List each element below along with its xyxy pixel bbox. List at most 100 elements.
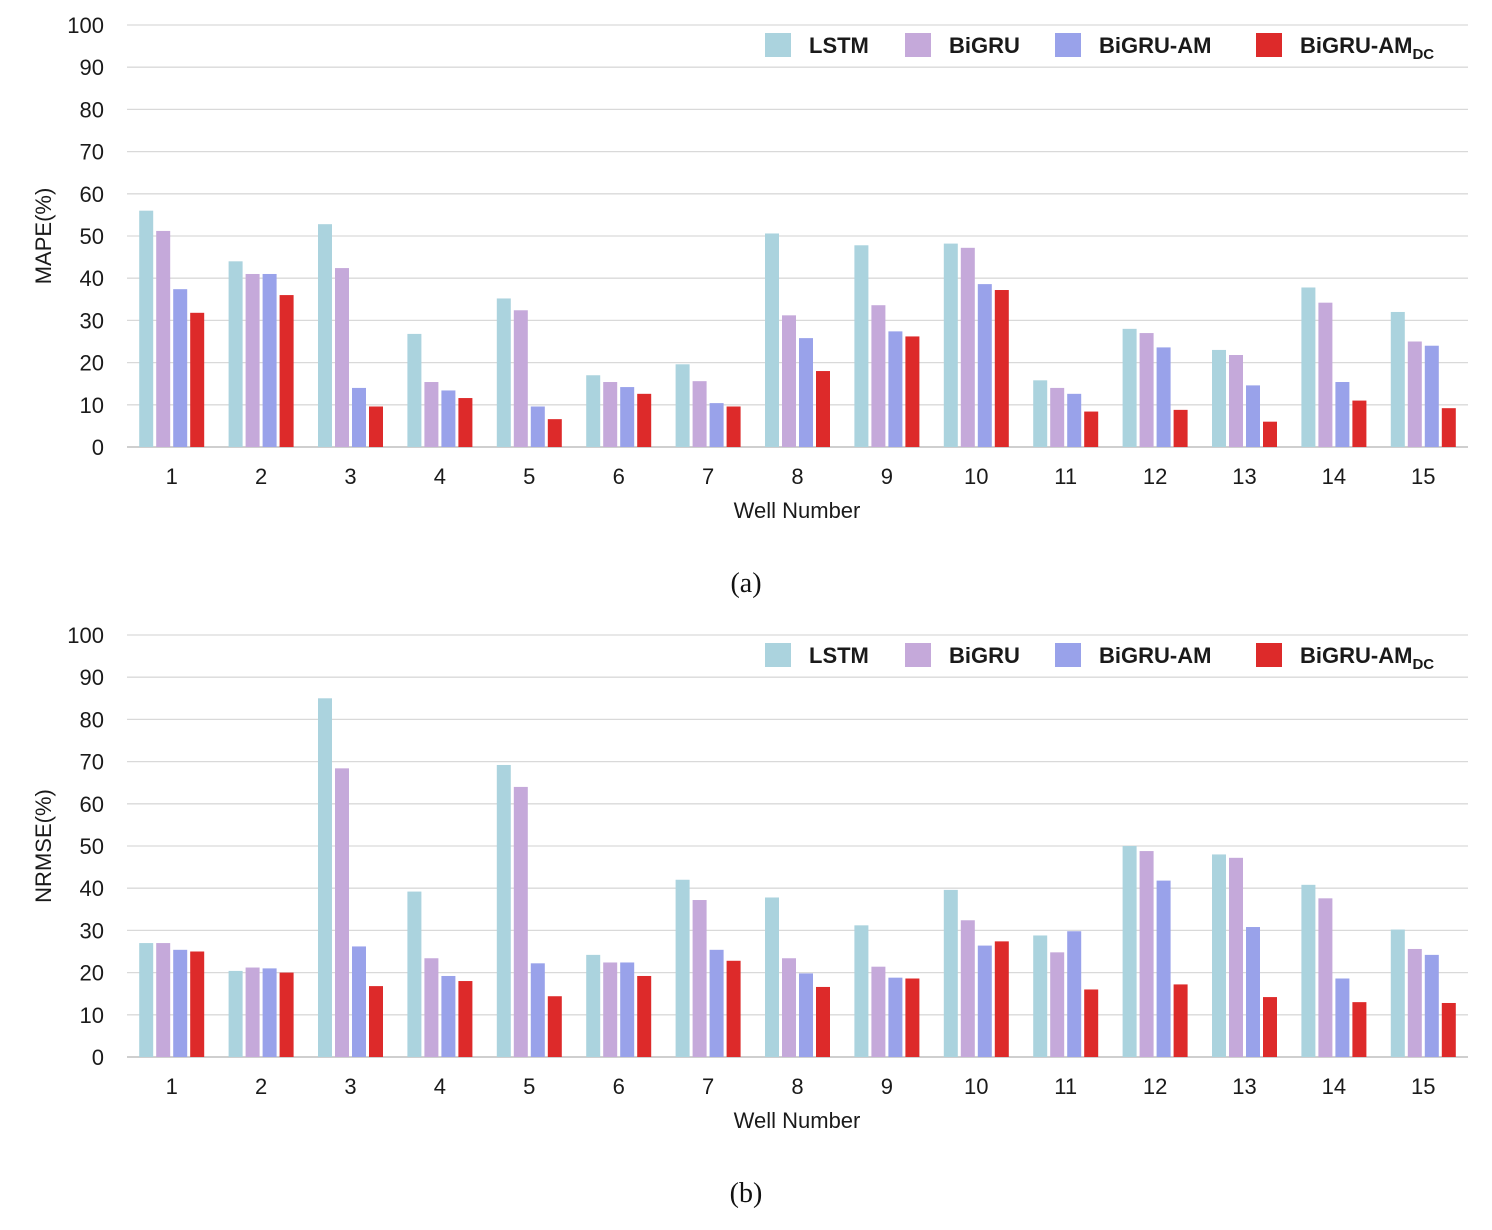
x-tick-label: 6: [613, 1074, 625, 1099]
x-axis-title: Well Number: [734, 498, 861, 523]
bar-bigru: [782, 315, 796, 447]
y-tick-label: 10: [80, 1003, 104, 1028]
x-tick-label: 5: [523, 464, 535, 489]
x-tick-label: 3: [344, 464, 356, 489]
bar-bigru: [960, 920, 975, 1057]
bar-lstm: [943, 889, 958, 1057]
y-tick-label: 40: [80, 266, 104, 291]
x-tick-label: 7: [702, 464, 714, 489]
bar-bigru-am-dc: [369, 986, 383, 1057]
bar-bigru-am: [888, 331, 903, 447]
y-tick-label: 80: [80, 97, 104, 122]
legend-label: BiGRU-AMDC: [1300, 33, 1434, 63]
legend-label: BiGRU-AMDC: [1300, 643, 1434, 673]
y-tick-label: 10: [80, 393, 104, 418]
bar-bigru-am-dc: [547, 996, 562, 1057]
bar-bigru: [1229, 857, 1243, 1057]
x-tick-label: 13: [1232, 1074, 1256, 1099]
bar-bigru-am: [352, 946, 366, 1057]
bar-lstm: [675, 364, 690, 447]
y-tick-label: 80: [80, 707, 104, 732]
chart-panel-b: 0 10 20 30 40 50 60 70 80 90 100 1 2 3 4 5 6 7 8 9 10 11 12 13 1…: [0, 610, 1492, 1225]
bar-bigru-am-dc: [190, 312, 205, 447]
y-axis-title: NRMSE(%): [31, 789, 56, 903]
bar-lstm: [1301, 287, 1316, 447]
x-tick-label: 11: [1054, 1074, 1077, 1099]
bar-bigru-am: [620, 962, 635, 1057]
bar-bigru-am: [1246, 385, 1260, 447]
bar-lstm: [586, 375, 601, 447]
bar-bigru: [871, 966, 886, 1057]
y-tick-label: 40: [80, 876, 104, 901]
bar-bigru: [1139, 333, 1154, 447]
bar-bigru-am-dc: [637, 393, 652, 447]
bar-bigru: [156, 943, 171, 1057]
bar-lstm: [1301, 884, 1316, 1057]
bar-bigru-am-dc: [1263, 421, 1277, 447]
bar-bigru-am: [173, 289, 188, 447]
bar-lstm: [1122, 328, 1137, 447]
x-tick-label: 6: [613, 464, 625, 489]
bar-bigru: [1318, 302, 1333, 447]
y-axis-title: MAPE(%): [31, 188, 56, 285]
x-tick-label: 9: [881, 464, 893, 489]
bar-bigru-am-dc: [994, 290, 1009, 447]
bar-bigru-am: [977, 284, 992, 447]
x-tick-label: 10: [964, 464, 988, 489]
bar-bigru-am-dc: [1084, 989, 1099, 1057]
y-tick-label: 60: [80, 792, 104, 817]
bar-bigru-am: [1246, 927, 1260, 1057]
bar-bigru-am: [1067, 931, 1082, 1057]
bar-bigru: [603, 382, 618, 447]
bar-bigru-am: [441, 975, 456, 1057]
bar-bigru-am-dc: [994, 941, 1009, 1057]
bar-lstm: [854, 245, 869, 447]
bar-bigru: [1229, 355, 1243, 447]
bar-lstm: [765, 897, 779, 1057]
bar-bigru-am: [530, 963, 545, 1057]
legend: LSTM BiGRU BiGRU-AM BiGRU-AMDC: [765, 643, 1434, 673]
bar-bigru: [871, 305, 886, 447]
bar-bigru-am-dc: [279, 295, 294, 447]
x-tick-label: 4: [434, 1074, 446, 1099]
bar-bigru-am-dc: [816, 986, 830, 1057]
x-tick-label: 11: [1054, 464, 1077, 489]
x-tick-label: 15: [1411, 1074, 1435, 1099]
x-tick-label: 2: [255, 464, 267, 489]
x-tick-label: 9: [881, 1074, 893, 1099]
bar-bigru-am-dc: [1441, 1002, 1456, 1057]
bar-lstm: [228, 970, 243, 1057]
x-axis-title: Well Number: [734, 1108, 861, 1133]
legend-swatch: [905, 643, 931, 667]
bar-bigru-am: [352, 387, 366, 447]
bar-lstm: [228, 261, 243, 447]
x-tick-label: 15: [1411, 464, 1435, 489]
legend-swatch: [765, 643, 791, 667]
bar-lstm: [1390, 311, 1405, 447]
x-tick-label: 5: [523, 1074, 535, 1099]
y-tick-label: 30: [80, 308, 104, 333]
bar-bigru-am-dc: [637, 975, 652, 1057]
legend-swatch: [765, 33, 791, 57]
y-tick-label: 70: [80, 750, 104, 775]
bar-bigru-am-dc: [816, 371, 830, 447]
bar-bigru-am: [530, 406, 545, 447]
chart-panel-a: 0 10 20 30 40 50 60 70 80 90 100 1 2 3 4 5 6 7 8 9 10 11 12 13 1…: [31, 13, 1468, 599]
bar-lstm: [854, 925, 869, 1057]
bar-bigru-am-dc: [1084, 411, 1099, 447]
bar-bigru-am: [441, 390, 456, 447]
figure-caption: (a): [730, 568, 761, 599]
legend-swatch: [1256, 643, 1282, 667]
bar-bigru-am: [709, 949, 724, 1057]
bar-bigru: [513, 310, 528, 447]
bar-bigru-am-dc: [458, 398, 473, 447]
bar-bigru-am-dc: [190, 951, 205, 1057]
x-tick-label: 8: [791, 464, 803, 489]
legend-label: BiGRU: [949, 33, 1020, 58]
x-tick-label: 7: [702, 1074, 714, 1099]
bar-bigru-am-dc: [1263, 997, 1277, 1057]
legend: LSTM BiGRU BiGRU-AM BiGRU-AMDC: [765, 33, 1434, 63]
bar-bigru: [156, 230, 171, 447]
bar-bigru-am-dc: [1352, 400, 1367, 447]
